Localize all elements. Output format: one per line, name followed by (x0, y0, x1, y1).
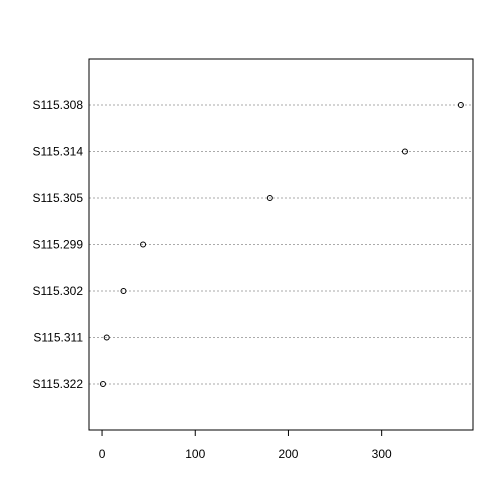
grid-lines (89, 104, 473, 385)
x-tick-label: 0 (99, 447, 106, 461)
y-tick-label: S115.302 (33, 284, 84, 298)
y-tick-label: S115.311 (33, 331, 83, 345)
x-axis: 0 100 200 300 (99, 429, 392, 461)
data-point (120, 288, 127, 294)
x-tick-label: 200 (278, 447, 298, 461)
y-tick-label: S115.308 (33, 98, 84, 112)
y-axis-labels: S115.308 S115.314 S115.305 S115.299 S115.302… (33, 98, 84, 391)
y-tick-label: S115.299 (33, 238, 84, 252)
data-points (99, 102, 464, 387)
data-point (457, 102, 464, 108)
data-point (266, 195, 273, 201)
data-point (103, 334, 110, 341)
data-point (140, 241, 147, 248)
y-tick-label: S115.305 (33, 191, 84, 205)
plot-frame (88, 58, 474, 431)
y-tick-label: S115.314 (33, 145, 84, 159)
data-point (99, 381, 106, 387)
x-tick-label: 100 (185, 447, 205, 461)
y-tick-label: S115.322 (33, 377, 84, 391)
data-point (401, 148, 408, 155)
x-tick-label: 300 (372, 447, 392, 461)
